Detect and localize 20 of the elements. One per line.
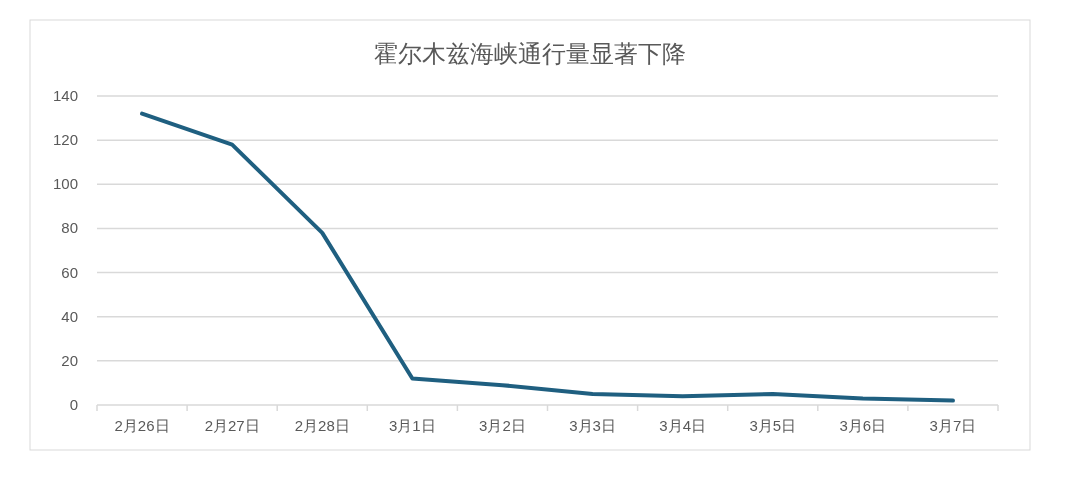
line-series [140,111,955,403]
y-tick-label: 80 [61,219,78,237]
y-tick-label: 60 [61,263,78,281]
x-tick-label: 3月4日 [659,417,706,434]
y-tick-label: 0 [69,396,78,413]
y-tick-label: 100 [52,175,78,193]
x-tick-label: 3月3日 [569,417,616,434]
x-tick-label: 3月6日 [839,417,887,434]
y-tick-label: 40 [61,307,78,325]
x-tick-label: 3月5日 [749,417,797,434]
x-tick-label: 2月26日 [114,417,170,434]
x-tick-label: 3月1日 [389,417,436,434]
x-tick-label: 3月7日 [929,417,977,434]
x-tick-label: 3月2日 [479,417,526,434]
x-tick-label: 2月27日 [204,417,260,434]
y-tick-label: 140 [52,87,78,104]
y-tick-label: 20 [61,351,78,369]
x-tick-label: 2月28日 [294,417,350,434]
y-tick-label: 120 [52,131,78,149]
chart-title: 霍尔木兹海峡通行量显著下降 [374,40,686,67]
